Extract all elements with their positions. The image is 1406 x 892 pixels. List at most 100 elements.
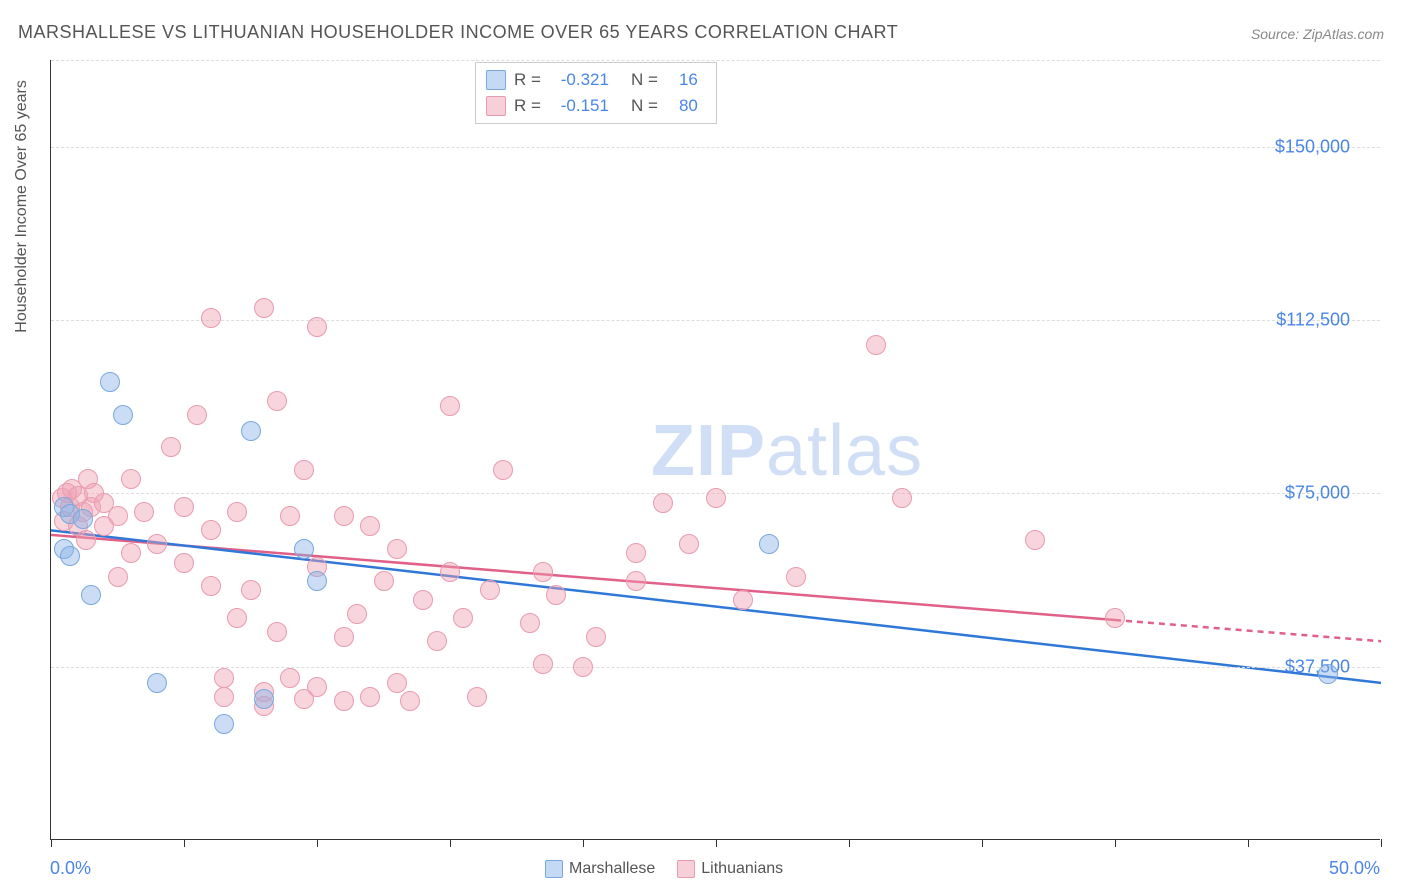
lithuanians-point <box>360 516 380 536</box>
x-tick <box>1381 839 1382 847</box>
lithuanians-point <box>280 668 300 688</box>
y-axis-title: Householder Income Over 65 years <box>13 80 31 333</box>
lithuanians-point <box>733 590 753 610</box>
lithuanians-point <box>201 520 221 540</box>
lithuanians-point <box>241 580 261 600</box>
x-tick <box>583 839 584 847</box>
lithuanians-point <box>400 691 420 711</box>
lithuanians-point <box>520 613 540 633</box>
source-attribution: Source: ZipAtlas.com <box>1251 26 1384 42</box>
marshallese-point <box>100 372 120 392</box>
lithuanians-point <box>480 580 500 600</box>
lithuanians-point <box>453 608 473 628</box>
lithuanians-point <box>121 543 141 563</box>
legend-swatch <box>486 70 506 90</box>
marshallese-point <box>307 571 327 591</box>
lithuanians-point <box>573 657 593 677</box>
chart-title: MARSHALLESE VS LITHUANIAN HOUSEHOLDER IN… <box>18 22 898 43</box>
gridline <box>51 60 1380 61</box>
x-tick <box>317 839 318 847</box>
watermark: ZIPatlas <box>651 410 923 492</box>
lithuanians-point <box>413 590 433 610</box>
lithuanians-point <box>334 506 354 526</box>
lithuanians-point <box>214 687 234 707</box>
lithuanians-point <box>254 298 274 318</box>
lithuanians-point <box>134 502 154 522</box>
x-tick <box>1248 839 1249 847</box>
lithuanians-point <box>267 391 287 411</box>
lithuanians-point <box>440 396 460 416</box>
lithuanians-point <box>147 534 167 554</box>
legend-n-value: 16 <box>668 67 698 93</box>
x-tick <box>1115 839 1116 847</box>
gridline <box>51 147 1380 148</box>
plot-area: ZIPatlas $37,500$75,000$112,500$150,000 <box>50 60 1380 840</box>
legend-swatch <box>545 860 563 878</box>
legend-n-label: N = <box>631 67 658 93</box>
legend-row: R =-0.151N =80 <box>486 93 698 119</box>
lithuanians-point <box>174 497 194 517</box>
lithuanians-point <box>227 502 247 522</box>
gridline <box>51 320 1380 321</box>
lithuanians-point <box>586 627 606 647</box>
lithuanians-point <box>334 691 354 711</box>
lithuanians-point <box>334 627 354 647</box>
legend-row: R = -0.321 N = 16 <box>486 67 698 93</box>
legend-r-label: R = <box>514 93 541 119</box>
y-tick-label: $112,500 <box>1276 310 1350 331</box>
legend-label: Marshallese <box>569 860 655 877</box>
lithuanians-point <box>546 585 566 605</box>
legend-r-label: R = <box>514 67 541 93</box>
series-legend: Marshallese Lithuanians <box>545 860 783 878</box>
lithuanians-point <box>76 530 96 550</box>
lithuanians-point <box>653 493 673 513</box>
marshallese-point <box>214 714 234 734</box>
lithuanians-point <box>347 604 367 624</box>
legend-n-value: 80 <box>668 93 698 119</box>
lithuanians-point <box>679 534 699 554</box>
y-tick-label: $75,000 <box>1285 483 1350 504</box>
lithuanians-point <box>280 506 300 526</box>
legend-swatch <box>486 96 506 116</box>
lithuanians-point <box>187 405 207 425</box>
lithuanians-point <box>374 571 394 591</box>
lithuanians-point <box>1105 608 1125 628</box>
lithuanians-point <box>706 488 726 508</box>
lithuanians-point <box>161 437 181 457</box>
marshallese-point <box>73 509 93 529</box>
marshallese-point <box>113 405 133 425</box>
lithuanians-point <box>427 631 447 651</box>
lithuanians-point <box>626 571 646 591</box>
lithuanians-point <box>493 460 513 480</box>
legend-label: Lithuanians <box>701 860 783 877</box>
x-tick <box>450 839 451 847</box>
marshallese-point <box>81 585 101 605</box>
lithuanians-point <box>201 308 221 328</box>
legend-swatch <box>677 860 695 878</box>
x-tick <box>849 839 850 847</box>
marshallese-point <box>294 539 314 559</box>
x-tick <box>184 839 185 847</box>
x-axis-min-label: 0.0% <box>50 858 91 879</box>
lithuanians-point <box>533 562 553 582</box>
marshallese-point <box>254 689 274 709</box>
lithuanians-point <box>440 562 460 582</box>
lithuanians-point <box>866 335 886 355</box>
legend-item: Lithuanians <box>677 860 783 878</box>
marshallese-point <box>241 421 261 441</box>
lithuanians-point <box>307 677 327 697</box>
marshallese-point <box>1318 664 1338 684</box>
lithuanians-point <box>467 687 487 707</box>
legend-item: Marshallese <box>545 860 655 878</box>
lithuanians-point <box>227 608 247 628</box>
lithuanians-point <box>533 654 553 674</box>
legend-r-value: -0.321 <box>551 67 609 93</box>
lithuanians-point <box>1025 530 1045 550</box>
lithuanians-point <box>360 687 380 707</box>
lithuanians-point <box>387 539 407 559</box>
y-tick-label: $150,000 <box>1275 136 1350 157</box>
lithuanians-point <box>214 668 234 688</box>
legend-r-value: -0.151 <box>551 93 609 119</box>
lithuanians-point <box>786 567 806 587</box>
x-tick <box>51 839 52 847</box>
